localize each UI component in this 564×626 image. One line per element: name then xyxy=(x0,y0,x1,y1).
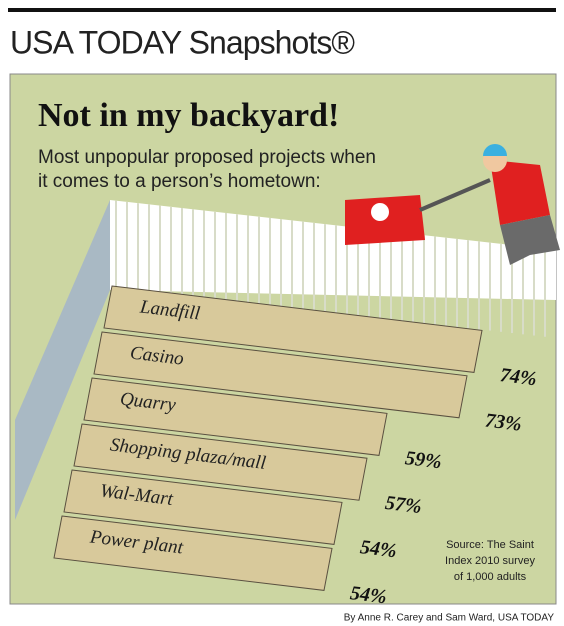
bar xyxy=(73,423,368,501)
fence xyxy=(110,200,556,337)
subtitle: Most unpopular proposed projects when xyxy=(38,147,376,168)
mower-illustration xyxy=(345,144,560,265)
value-label: 74% xyxy=(499,364,538,390)
value-label: 54% xyxy=(359,536,398,562)
bar xyxy=(53,515,333,591)
source: of 1,000 adults xyxy=(454,571,527,583)
bar xyxy=(63,469,343,545)
value-label: 57% xyxy=(384,492,423,518)
bar xyxy=(103,285,483,373)
source: Index 2010 survey xyxy=(445,555,535,567)
top-rule xyxy=(8,8,556,12)
wall xyxy=(15,200,110,520)
title: Not in my backyard! xyxy=(38,97,339,134)
header: USA TODAY Snapshots® xyxy=(10,24,355,60)
source: Source: The Saint xyxy=(446,539,534,551)
value-label: 54% xyxy=(349,582,388,608)
subtitle: it comes to a person’s hometown: xyxy=(38,171,321,192)
credit: By Anne R. Carey and Sam Ward, USA TODAY xyxy=(344,613,555,624)
bar xyxy=(83,377,388,456)
value-label: 73% xyxy=(484,409,523,435)
value-label: 59% xyxy=(404,447,443,473)
bar xyxy=(93,331,468,419)
